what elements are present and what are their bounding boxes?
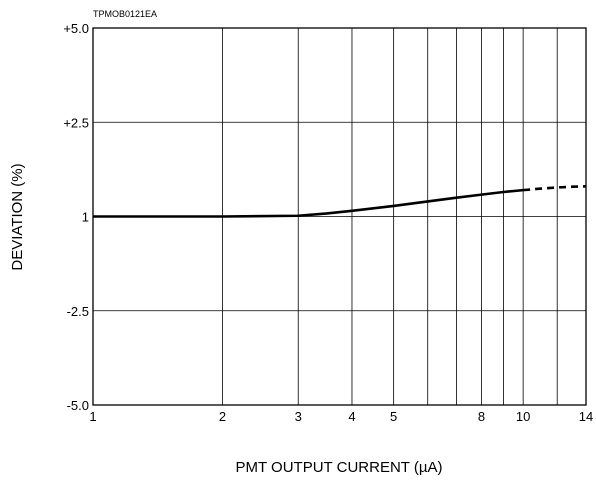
- x-tick-label: 2: [219, 409, 226, 424]
- x-tick-label: 1: [89, 409, 96, 424]
- dashed-series-line: [523, 185, 587, 192]
- y-tick-label: -5.0: [67, 398, 89, 413]
- x-tick-label: 3: [295, 409, 302, 424]
- x-tick-label: 10: [516, 409, 530, 424]
- y-tick-label: +5.0: [63, 21, 89, 36]
- y-axis-title: DEVIATION (%): [9, 163, 26, 270]
- x-tick-labels: 1 2 3 4 5 8 10 14: [89, 409, 593, 424]
- y-tick-labels: +5.0 +2.5 1 -2.5 -5.0: [63, 21, 89, 413]
- solid-series-line: [93, 188, 524, 218]
- figure-code: TPMOB0121EA: [93, 9, 157, 19]
- y-tick-label: 1: [82, 210, 89, 225]
- x-tick-label: 8: [478, 409, 485, 424]
- x-tick-label: 4: [348, 409, 355, 424]
- series-group: [93, 185, 587, 218]
- x-axis-title: PMT OUTPUT CURRENT (µA): [236, 459, 443, 476]
- x-tick-label: 5: [390, 409, 397, 424]
- x-tick-label: 14: [579, 409, 593, 424]
- y-tick-label: -2.5: [67, 304, 89, 319]
- y-tick-label: +2.5: [63, 115, 89, 130]
